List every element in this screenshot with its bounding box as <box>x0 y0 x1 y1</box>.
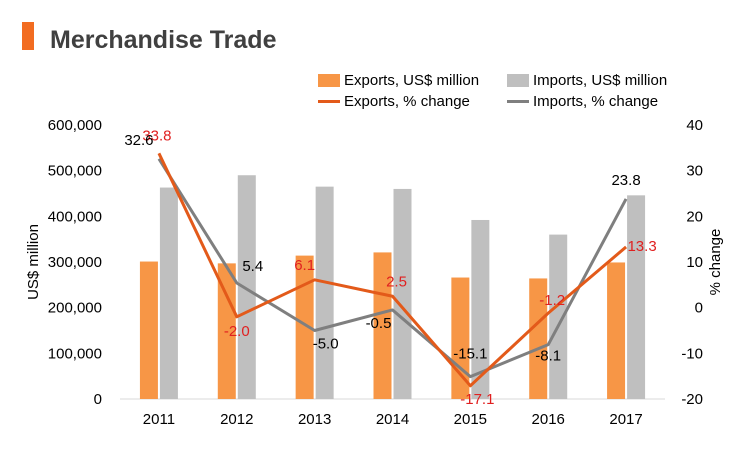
legend-imports-line-swatch <box>507 100 529 103</box>
x-tick-label: 2015 <box>454 411 487 428</box>
legend-exports-line: Exports, % change <box>318 93 470 110</box>
exports-change-line <box>157 152 628 388</box>
y-tick-label: 400,000 <box>48 208 102 225</box>
imports-change-label: -8.1 <box>535 348 561 365</box>
legend-exports-bar-label: Exports, US$ million <box>344 72 480 89</box>
legend-exports-line-label: Exports, % change <box>344 93 470 110</box>
exports-change-label: -17.1 <box>460 391 494 408</box>
imports-bar <box>159 187 178 399</box>
legend-imports-bar-swatch <box>507 74 529 87</box>
x-tick-label: 2013 <box>298 411 331 428</box>
y2-tick-label: 30 <box>686 163 703 180</box>
imports-change-label: -5.0 <box>313 336 339 353</box>
exports-bar <box>373 252 392 399</box>
legend-imports-line-label: Imports, % change <box>533 93 659 110</box>
exports-change-label: 2.5 <box>386 273 407 290</box>
imports-change-label: 5.4 <box>242 258 263 275</box>
y2-tick-label: -10 <box>681 345 703 362</box>
exports-change-label: 13.3 <box>627 238 656 255</box>
imports-change-label: 23.8 <box>611 172 640 189</box>
exports-bar <box>217 263 236 399</box>
exports-change-label: 6.1 <box>294 257 315 274</box>
imports-bar <box>471 219 490 399</box>
exports-bar <box>607 262 626 399</box>
legend-imports-bar: Imports, US$ million <box>507 72 667 89</box>
title-accent-bar <box>22 22 34 50</box>
y2-tick-label: 10 <box>686 254 703 271</box>
y2-tick-label: 20 <box>686 208 703 225</box>
imports-change-label: -0.5 <box>366 315 392 332</box>
x-tick-label: 2012 <box>220 411 253 428</box>
y-tick-label: 100,000 <box>48 345 102 362</box>
imports-change-label: 32.6 <box>124 132 153 149</box>
imports-bar <box>627 195 646 399</box>
y2-tick-label: -20 <box>681 391 703 408</box>
legend-exports-bar: Exports, US$ million <box>318 72 479 89</box>
legend-imports-bar-label: Imports, US$ million <box>533 72 668 89</box>
y2-axis-title: % change <box>707 229 724 296</box>
exports-change-label: -2.0 <box>224 323 250 340</box>
x-tick-label: 2016 <box>532 411 565 428</box>
y-tick-label: 500,000 <box>48 163 102 180</box>
imports-change-line <box>157 157 628 379</box>
y-tick-label: 0 <box>94 391 102 408</box>
imports-change-label: -15.1 <box>453 346 487 363</box>
y2-tick-label: 0 <box>695 300 703 317</box>
y-tick-label: 200,000 <box>48 300 102 317</box>
exports-change-label: -1.2 <box>539 292 565 309</box>
chart-title: Merchandise Trade <box>50 26 277 54</box>
imports-bar <box>549 234 568 399</box>
legend-exports-line-swatch <box>318 100 340 103</box>
exports-bar <box>529 278 548 399</box>
y-tick-label: 600,000 <box>48 117 102 134</box>
x-tick-label: 2011 <box>143 411 175 428</box>
exports-bar <box>295 255 314 399</box>
imports-bar <box>393 188 412 399</box>
exports-change-label: 33.8 <box>142 127 171 144</box>
x-tick-label: 2017 <box>609 411 642 428</box>
legend-exports-bar-swatch <box>318 74 340 87</box>
y2-tick-label: 40 <box>686 117 703 134</box>
legend-imports-line: Imports, % change <box>507 93 658 110</box>
y-axis-title: US$ million <box>25 224 42 300</box>
x-tick-label: 2014 <box>376 411 409 428</box>
exports-bar <box>139 261 158 399</box>
imports-bar <box>237 175 256 399</box>
y-tick-label: 300,000 <box>48 254 102 271</box>
imports-bar <box>315 186 334 399</box>
